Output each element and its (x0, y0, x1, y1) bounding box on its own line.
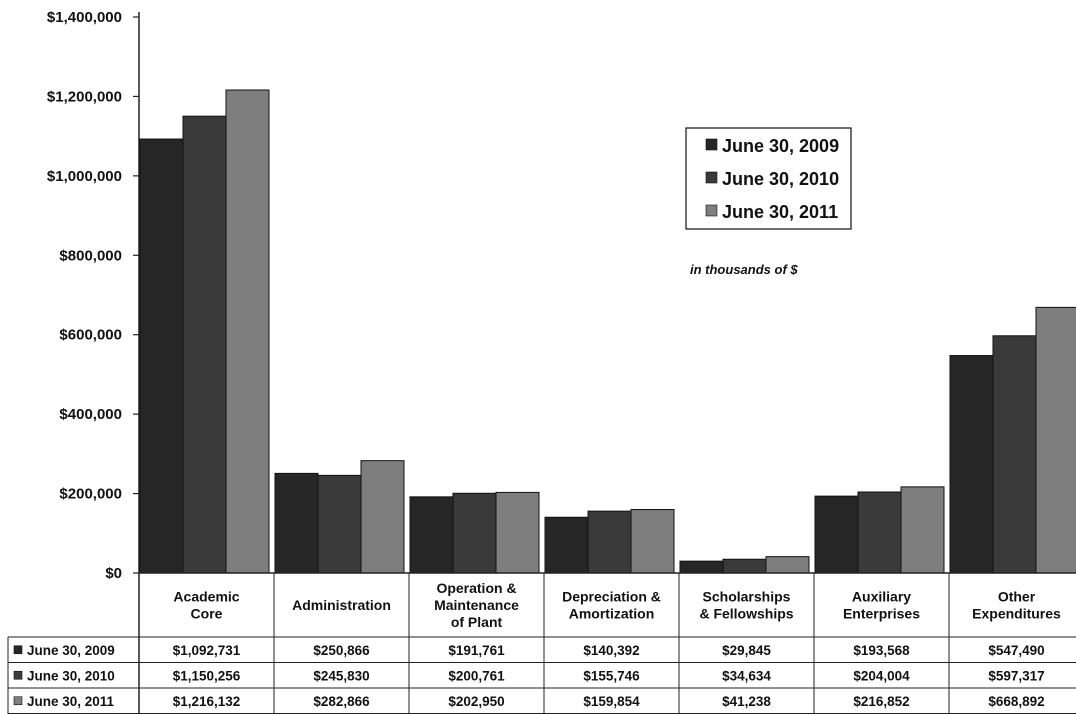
table-cell: $1,216,132 (173, 694, 241, 709)
bar-1-5 (679, 560, 724, 574)
bar-3-5 (765, 556, 810, 574)
legend-swatch (705, 204, 718, 217)
table-cell: $216,852 (853, 694, 909, 709)
table-cell: $34,634 (722, 668, 771, 683)
table-cell: $200,761 (448, 668, 505, 683)
table-cell: $202,950 (448, 694, 504, 709)
category-label: Depreciation & (562, 589, 661, 605)
table-cell: $29,845 (722, 643, 771, 658)
table-row-label: June 30, 2010 (27, 668, 115, 683)
legend-swatch (705, 171, 718, 184)
bar-2-2 (317, 474, 362, 574)
bar-2-5 (722, 558, 767, 574)
y-tick-label: $800,000 (59, 247, 122, 264)
bar-1-6 (814, 495, 859, 574)
category-label: Administration (292, 597, 391, 613)
table-cell: $245,830 (313, 668, 369, 683)
category-label: Other (998, 589, 1036, 605)
legend-key-swatch (13, 696, 23, 706)
table-cell: $282,866 (313, 694, 370, 709)
y-tick-label: $0 (105, 565, 122, 582)
y-tick-label: $1,400,000 (47, 9, 122, 26)
bar-1-1 (139, 138, 184, 574)
y-tick-label: $400,000 (59, 406, 122, 423)
table-cell: $159,854 (583, 694, 640, 709)
category-label: Auxiliary (852, 589, 911, 605)
bar-1-4 (544, 516, 589, 574)
table-cell: $204,004 (853, 668, 910, 683)
y-tick-label: $600,000 (59, 327, 122, 344)
table-cell: $1,150,256 (173, 668, 241, 683)
bar-2-6 (857, 491, 902, 574)
table-cell: $547,490 (988, 643, 1044, 658)
category-label: Core (191, 606, 223, 622)
table-row-label: June 30, 2009 (27, 643, 115, 658)
y-tick-label: $1,200,000 (47, 88, 122, 105)
units-note: in thousands of $ (690, 262, 798, 277)
bar-1-7 (949, 355, 994, 574)
bar-2-4 (587, 510, 632, 574)
legend-entry: June 30, 2010 (722, 169, 839, 189)
legend-entry: June 30, 2011 (722, 202, 838, 222)
table-row-label: June 30, 2011 (27, 694, 115, 709)
bar-2-1 (182, 115, 227, 574)
category-label: Enterprises (843, 606, 920, 622)
table-cell: $41,238 (722, 694, 771, 709)
category-label: Maintenance (434, 597, 519, 613)
table-cell: $140,392 (583, 643, 639, 658)
bar-3-1 (225, 89, 270, 574)
category-label: Expenditures (972, 606, 1061, 622)
category-label: of Plant (451, 614, 503, 630)
bar-3-3 (495, 491, 540, 574)
table-cell: $155,746 (583, 668, 640, 683)
legend-key-swatch (13, 670, 23, 680)
legend-key-swatch (13, 645, 23, 655)
category-label: & Fellowships (699, 606, 793, 622)
table-cell: $193,568 (853, 643, 910, 658)
category-label: Scholarships (703, 589, 791, 605)
bar-1-2 (274, 472, 319, 574)
table-cell: $597,317 (988, 668, 1044, 683)
bar-1-3 (409, 496, 454, 574)
category-label: Amortization (569, 606, 655, 622)
bar-3-6 (900, 486, 945, 574)
bar-3-7 (1035, 306, 1076, 574)
bar-3-2 (360, 460, 405, 574)
table-cell: $668,892 (988, 694, 1044, 709)
legend-entry: June 30, 2009 (722, 136, 839, 156)
table-cell: $250,866 (313, 643, 370, 658)
legend-swatch (705, 138, 718, 151)
bar-3-4 (630, 509, 675, 574)
bar-2-7 (992, 335, 1037, 574)
y-tick-label: $200,000 (59, 486, 122, 503)
table-cell: $1,092,731 (173, 643, 241, 658)
category-label: Academic (173, 589, 239, 605)
y-tick-label: $1,000,000 (47, 168, 122, 185)
bar-2-3 (452, 492, 497, 574)
category-label: Operation & (436, 580, 516, 596)
table-cell: $191,761 (448, 643, 505, 658)
